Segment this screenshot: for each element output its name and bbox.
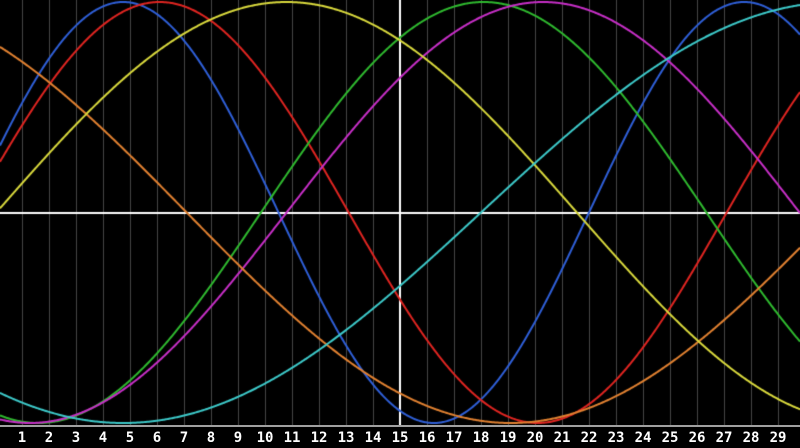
x-axis-tick-label: 22 (580, 430, 598, 446)
x-axis-tick-label: 29 (769, 430, 787, 446)
x-axis-tick-label: 19 (499, 430, 517, 446)
x-axis-tick-label: 2 (44, 430, 54, 446)
x-axis-tick-label: 23 (607, 430, 625, 446)
x-axis-tick-label: 17 (445, 430, 463, 446)
x-axis-tick-label: 13 (337, 430, 355, 446)
x-axis-tick-label: 11 (283, 430, 301, 446)
x-axis-tick-label: 4 (98, 430, 108, 446)
x-axis-tick-label: 5 (125, 430, 135, 446)
x-axis-tick-label: 8 (206, 430, 216, 446)
x-axis-tick-label: 25 (661, 430, 679, 446)
chart-plot-canvas (0, 0, 800, 425)
x-axis-tick-label: 10 (256, 430, 274, 446)
x-axis-tick-row: 1 2 3 4 5 6 7 8 9 10 11 12 13 14 15 16 17 18 19 20 21 22 23 24 2… (0, 425, 800, 448)
x-axis-tick-label: 18 (472, 430, 490, 446)
x-axis-tick-label: 1 (17, 430, 27, 446)
x-axis-tick-label: 9 (233, 430, 243, 446)
x-axis-tick-label: 20 (526, 430, 544, 446)
x-axis-tick-label: 24 (634, 430, 652, 446)
x-axis-tick-label: 6 (152, 430, 162, 446)
x-axis-tick-label: 12 (310, 430, 328, 446)
x-axis-tick-label: 14 (364, 430, 382, 446)
x-axis-tick-label: 3 (71, 430, 81, 446)
x-axis-tick-label: 16 (418, 430, 436, 446)
x-axis-tick-label: 27 (715, 430, 733, 446)
x-axis-tick-label: 21 (553, 430, 571, 446)
x-axis-tick-label: 28 (742, 430, 760, 446)
x-axis-tick-label: 26 (688, 430, 706, 446)
x-axis-tick-label: 15 (391, 430, 409, 446)
x-axis-tick-label: 7 (179, 430, 189, 446)
